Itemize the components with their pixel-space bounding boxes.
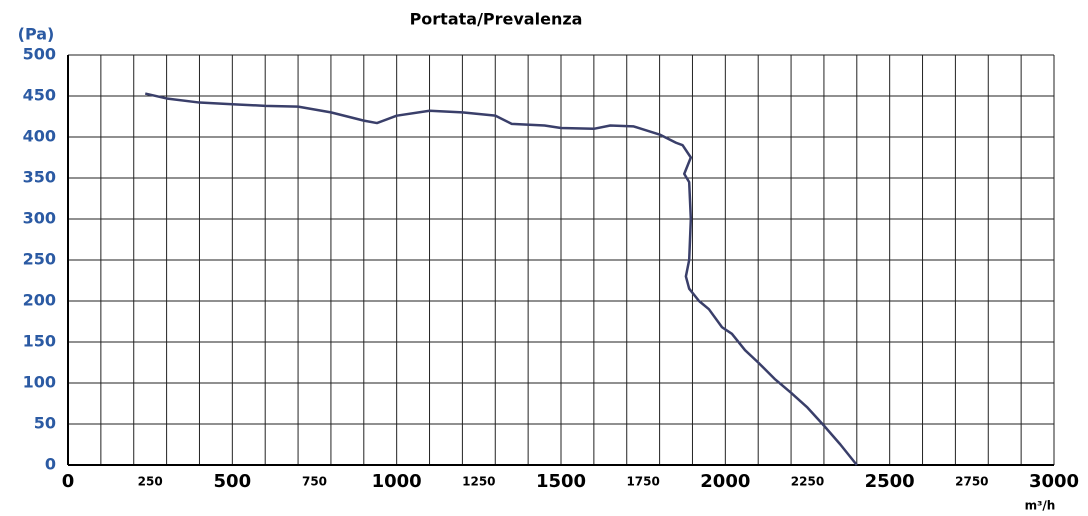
x-tick-label: 1000 — [372, 471, 422, 492]
y-tick-label: 300 — [23, 209, 56, 228]
x-tick-label: 1750 — [626, 475, 659, 489]
x-axis-label: m³/h — [1025, 499, 1056, 513]
y-tick-label: 250 — [23, 250, 56, 269]
x-tick-label: 2250 — [791, 475, 824, 489]
x-tick-label: 500 — [214, 471, 252, 492]
y-tick-label: 350 — [23, 168, 56, 187]
y-tick-label: 450 — [23, 86, 56, 105]
x-tick-label: 3000 — [1029, 471, 1079, 492]
x-tick-label: 1500 — [536, 471, 586, 492]
data-line — [144, 92, 858, 466]
x-tick-label: 2000 — [700, 471, 750, 492]
x-tick-label: 750 — [302, 475, 327, 489]
chart-title: Portata/Prevalenza — [410, 10, 583, 29]
y-tick-label: 150 — [23, 332, 56, 351]
x-tick-label: 250 — [138, 475, 163, 489]
y-tick-label: 0 — [45, 455, 56, 474]
x-tick-label: 1250 — [462, 475, 495, 489]
x-tick-label: 2500 — [865, 471, 915, 492]
y-tick-label: 50 — [34, 414, 56, 433]
y-tick-label: 500 — [23, 45, 56, 64]
x-tick-label: 0 — [62, 471, 75, 492]
y-tick-label: 100 — [23, 373, 56, 392]
y-axis-label: (Pa) — [18, 25, 55, 44]
y-tick-label: 200 — [23, 291, 56, 310]
x-tick-label: 2750 — [955, 475, 988, 489]
y-tick-label: 400 — [23, 127, 56, 146]
